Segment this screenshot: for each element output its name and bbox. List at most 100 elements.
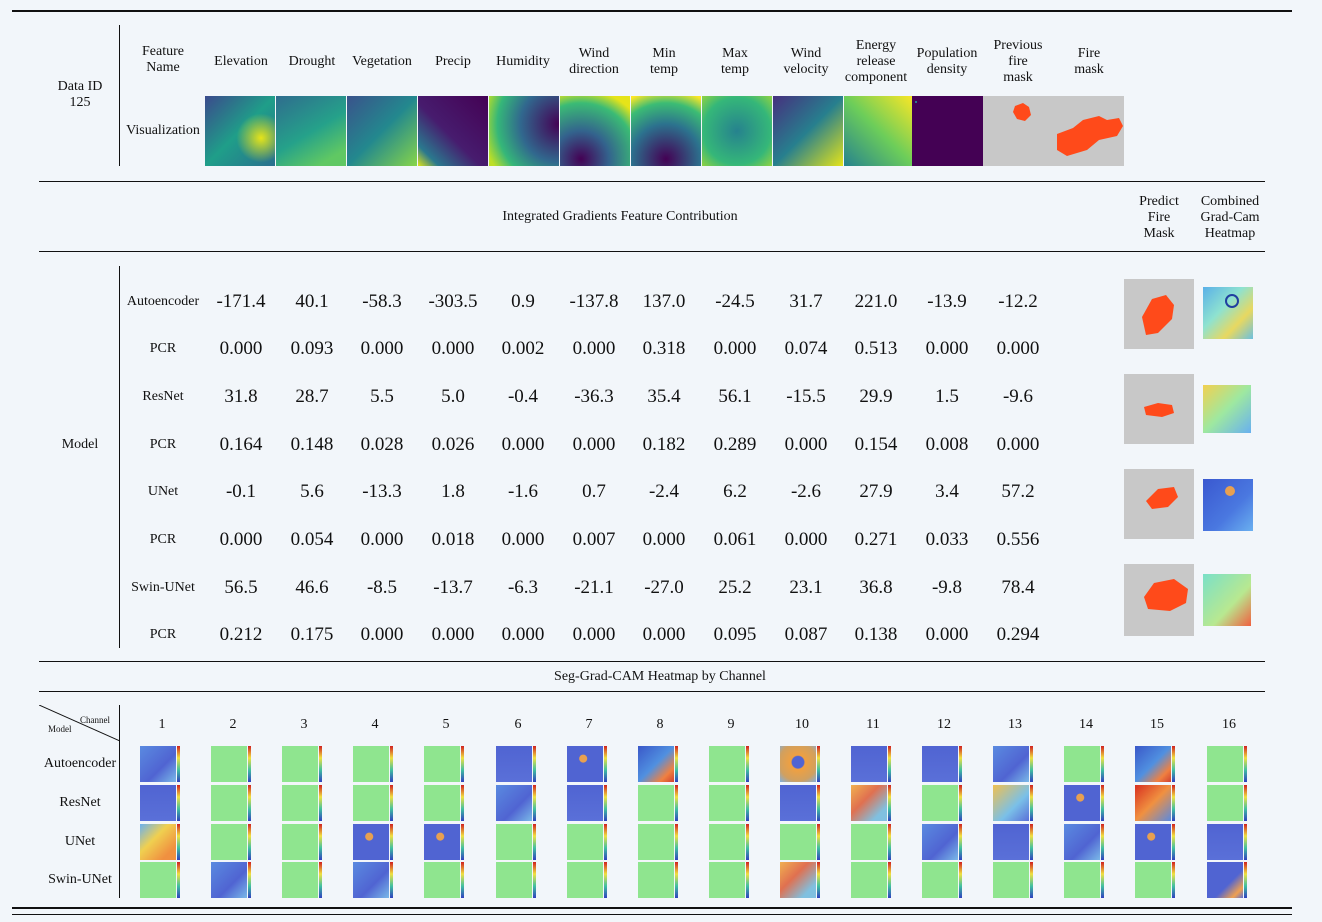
seg-heatmap-cell	[851, 824, 887, 860]
colorbar	[533, 785, 536, 821]
table-cell: 221.0	[854, 291, 898, 312]
ig-title: Integrated Gradients Feature Contributio…	[502, 209, 738, 224]
colorbar	[675, 746, 678, 782]
seg-heatmap-cell	[1064, 862, 1100, 898]
seg-heatmap-cell	[140, 824, 176, 860]
table-cell: -13.9	[927, 291, 967, 312]
table-cell: 0.000	[219, 338, 263, 359]
colorbar	[461, 785, 464, 821]
channel-header: 13	[1008, 717, 1022, 732]
seg-heatmap-cell	[282, 746, 318, 782]
colorbar	[248, 862, 251, 898]
table-cell: 0.000	[642, 529, 686, 550]
seg-heatmap-cell	[211, 862, 247, 898]
colorbar	[1101, 785, 1104, 821]
table-cell: 0.061	[713, 529, 757, 550]
colorbar	[1101, 862, 1104, 898]
seg-heatmap-cell	[424, 785, 460, 821]
colorbar	[1244, 785, 1247, 821]
table-cell: 27.9	[859, 481, 893, 502]
table-cell: 5.5	[370, 386, 394, 407]
colorbar	[888, 824, 891, 860]
table-cell: 0.556	[996, 529, 1040, 550]
channel-header: 10	[795, 717, 809, 732]
table-cell: 0.002	[501, 338, 545, 359]
colorbar	[533, 746, 536, 782]
table-cell: 0.7	[582, 481, 606, 502]
colorbar	[959, 785, 962, 821]
seg-heatmap-cell	[851, 746, 887, 782]
channel-header: 2	[229, 717, 237, 732]
seg-heatmap-cell	[424, 746, 460, 782]
table-cell: 0.000	[360, 338, 404, 359]
table-cell: 0.000	[642, 624, 686, 645]
table-cell: -0.1	[225, 481, 257, 502]
colorbar	[390, 862, 393, 898]
colorbar	[675, 785, 678, 821]
table-cell: 0.000	[996, 434, 1040, 455]
colorbar	[390, 746, 393, 782]
table-cell: 0.093	[290, 338, 334, 359]
channel-header: 3	[300, 717, 308, 732]
seg-heatmap-cell	[993, 746, 1029, 782]
colorbar	[533, 862, 536, 898]
feature-header-12: Fire mask	[1074, 46, 1104, 77]
table-cell: 0.000	[572, 338, 616, 359]
table-cell: 29.9	[859, 386, 893, 407]
colorbar	[604, 785, 607, 821]
row-model-name: Autoencoder	[126, 294, 200, 309]
vrule-data-id	[119, 25, 120, 166]
seg-heatmap-cell	[1207, 824, 1243, 860]
colorbar	[177, 862, 180, 898]
feature-header-1: Drought	[288, 54, 336, 69]
seg-heatmap-cell	[424, 862, 460, 898]
seg-heatmap-cell	[567, 824, 603, 860]
seg-heatmap-cell	[638, 785, 674, 821]
channel-header: 15	[1150, 717, 1164, 732]
table-cell: 0.000	[713, 338, 757, 359]
colorbar	[888, 785, 891, 821]
row-model-name: UNet	[147, 484, 179, 499]
table-cell: 0.000	[925, 624, 969, 645]
seg-heatmap-cell	[922, 746, 958, 782]
combined-heatmap-header: Combined Grad-Cam Heatmap	[1200, 194, 1260, 241]
table-cell: -36.3	[574, 386, 614, 407]
corner-model-label: Model	[48, 724, 72, 734]
colorbar	[604, 862, 607, 898]
colorbar	[888, 862, 891, 898]
seg-heatmap-cell	[567, 862, 603, 898]
feature-header-0: Elevation	[214, 54, 268, 69]
table-cell: 0.026	[431, 434, 475, 455]
table-cell: 0.000	[784, 529, 828, 550]
seg-heatmap-cell	[496, 785, 532, 821]
table-cell: 0.182	[642, 434, 686, 455]
seg-heatmap-cell	[780, 824, 816, 860]
rule-before-seg-title	[39, 661, 1265, 662]
colorbar	[1172, 824, 1175, 860]
colorbar	[319, 785, 322, 821]
table-cell: -21.1	[574, 577, 614, 598]
seg-heatmap-cell	[211, 785, 247, 821]
seg-row-model: Autoencoder	[43, 756, 117, 771]
table-cell: 28.7	[295, 386, 329, 407]
table-cell: 0.513	[854, 338, 898, 359]
predict-mask-column	[1124, 279, 1253, 636]
colorbar	[888, 746, 891, 782]
colorbar	[461, 824, 464, 860]
table-cell: 31.7	[789, 291, 823, 312]
table-cell: 0.000	[360, 624, 404, 645]
data-id-label: Data ID 125	[57, 79, 103, 110]
colorbar	[1172, 785, 1175, 821]
colorbar	[390, 785, 393, 821]
colorbar	[959, 824, 962, 860]
seg-heatmap-cell	[1207, 862, 1243, 898]
feature-header-4: Humidity	[496, 54, 550, 69]
row-model-name: PCR	[149, 437, 177, 452]
corner-channel-label: Channel	[80, 715, 110, 725]
table-cell: 35.4	[647, 386, 681, 407]
table-cell: -303.5	[428, 291, 478, 312]
table-cell: -1.6	[507, 481, 539, 502]
colorbar	[177, 746, 180, 782]
seg-heatmap-cell	[638, 746, 674, 782]
seg-heatmap-cell	[282, 862, 318, 898]
